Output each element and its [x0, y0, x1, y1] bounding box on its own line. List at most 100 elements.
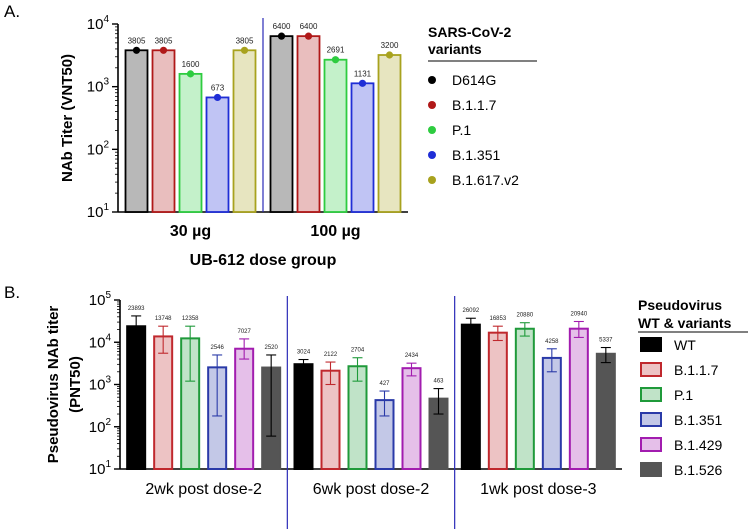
panel-b-y-tick-label: 104 [89, 332, 112, 351]
panel-a-legend-title: SARS-CoV-2 [428, 24, 511, 40]
panel-a-bar-point [304, 32, 313, 40]
panel-a-legend-marker [428, 151, 436, 159]
panel-a-label: A. [4, 2, 20, 21]
panel-b-bar [595, 352, 616, 471]
panel-a-legend-item: D614G [452, 72, 496, 88]
panel-a-value-label: 1131 [354, 69, 372, 78]
panel-b-y-axis-title: (PNT50) [67, 356, 84, 413]
panel-b-y-tick-label: 105 [89, 290, 112, 309]
panel-b-bar [126, 325, 147, 470]
panel-a-y-axis-title: NAb Titer (VNT50) [59, 54, 76, 182]
panel-b-y-tick-label: 101 [89, 459, 112, 478]
panel-a-value-label: 6400 [273, 22, 291, 31]
panel-b-legend-swatch [640, 387, 662, 402]
panel-b-legend-item: B.1.1.7 [674, 362, 719, 378]
panel-b-value-label: 427 [379, 381, 390, 387]
panel-a-value-label: 3805 [236, 36, 254, 45]
panel-a-y-tick-label: 103 [87, 77, 110, 96]
panel-b-bar [541, 356, 562, 470]
panel-a-x-category-label: 100 µg [310, 223, 360, 240]
panel-b-value-label: 12358 [182, 316, 199, 322]
panel-a-x-category-label: 30 µg [170, 223, 211, 240]
panel-b-value-label: 7027 [237, 329, 251, 335]
panel-b-value-label: 2434 [405, 353, 419, 359]
panel-a-y-tick-label: 101 [87, 202, 110, 221]
panel-a-legend-item: P.1 [452, 122, 471, 138]
panel-a-bar [124, 49, 149, 213]
panel-b-x-category-label: 2wk post dose-2 [145, 481, 262, 498]
panel-b-label: B. [4, 283, 20, 302]
panel-b-value-label: 2546 [210, 345, 224, 351]
panel-b-legend-item: P.1 [674, 387, 693, 403]
panel-b-legend-swatch [640, 337, 662, 352]
panel-a-value-label: 3805 [128, 36, 146, 45]
panel-b-value-label: 2704 [351, 348, 365, 354]
panel-b-value-label: 20940 [570, 311, 587, 317]
panel-b-value-label: 2122 [324, 352, 338, 358]
panel-a-value-label: 2691 [327, 46, 345, 55]
panel-b-legend-item: B.1.526 [674, 462, 722, 478]
panel-b-bar [460, 323, 481, 470]
panel-a-bar-point [358, 79, 367, 87]
panel-a-bar [377, 54, 402, 213]
panel-a-bar-point [240, 46, 249, 54]
panel-b-value-label: 13748 [155, 316, 172, 322]
panel-b-value-label: 2520 [264, 345, 278, 351]
panel-b-bar [487, 331, 508, 470]
panel-b-y-axis-title: Pseudovirus NAb titer [45, 306, 62, 464]
panel-a-bar [269, 35, 294, 213]
panel-a-value-label: 3805 [155, 36, 173, 45]
panel-b-value-label: 3024 [297, 350, 311, 356]
panel-a-bar-point [277, 32, 286, 40]
panel-a-bar [296, 35, 321, 213]
panel-b-value-label: 23893 [128, 306, 145, 312]
panel-a-bar [323, 58, 348, 213]
panel-b-bar [293, 363, 314, 471]
panel-a-legend-item: B.1.351 [452, 147, 500, 163]
panel-a-value-label: 673 [211, 83, 225, 92]
panel-a-y-tick-label: 104 [87, 14, 110, 33]
panel-a-value-label: 6400 [300, 22, 318, 31]
panel-b-legend-item: WT [674, 337, 696, 353]
panel-a-bar [232, 49, 257, 213]
panel-b-value-label: 16853 [489, 316, 506, 322]
panel-a-bar [350, 82, 375, 213]
panel-a-y-tick-label: 102 [87, 139, 110, 158]
panel-a-legend-item: B.1.1.7 [452, 97, 497, 113]
panel-b-legend-item: B.1.351 [674, 412, 722, 428]
panel-b-bar [514, 327, 535, 470]
panel-b-legend-title: Pseudovirus [638, 297, 722, 313]
panel-a-x-axis-title: UB-612 dose group [190, 252, 337, 269]
panel-a-bar-point [159, 46, 168, 54]
panel-b-legend-swatch [640, 462, 662, 477]
panel-a-bar [205, 96, 230, 213]
panel-a-legend-marker [428, 76, 436, 84]
panel-b-bar [568, 327, 589, 470]
panel-a-value-label: 3200 [381, 41, 399, 50]
panel-b-value-label: 5337 [599, 338, 613, 344]
panel-b-bar [401, 367, 422, 470]
panel-b-x-category-label: 6wk post dose-2 [313, 481, 430, 498]
panel-a-bar-point [132, 46, 141, 54]
panel-b-y-tick-label: 102 [89, 417, 112, 436]
panel-a-bar-point [213, 93, 222, 102]
panel-b-legend-title: WT & variants [638, 315, 732, 331]
panel-b-bar [153, 335, 174, 471]
panel-b-bar [320, 369, 341, 470]
panel-b-legend-swatch [640, 437, 662, 452]
panel-a-bar [151, 49, 176, 213]
panel-b-value-label: 463 [433, 379, 444, 385]
panel-a-legend-marker [428, 126, 436, 134]
panel-b-x-category-label: 1wk post dose-3 [480, 481, 597, 498]
panel-a-legend-item: B.1.617.v2 [452, 172, 519, 188]
panel-a-legend-marker [428, 176, 436, 184]
panel-b-value-label: 4258 [545, 339, 559, 345]
panel-b-legend-swatch [640, 362, 662, 377]
panel-b-legend-swatch [640, 412, 662, 427]
panel-a-bar-point [331, 56, 340, 64]
panel-b-y-tick-label: 103 [89, 375, 112, 394]
panel-a-bar-point [186, 70, 195, 78]
panel-b-legend-item: B.1.429 [674, 437, 722, 453]
panel-a-value-label: 1600 [182, 60, 200, 69]
